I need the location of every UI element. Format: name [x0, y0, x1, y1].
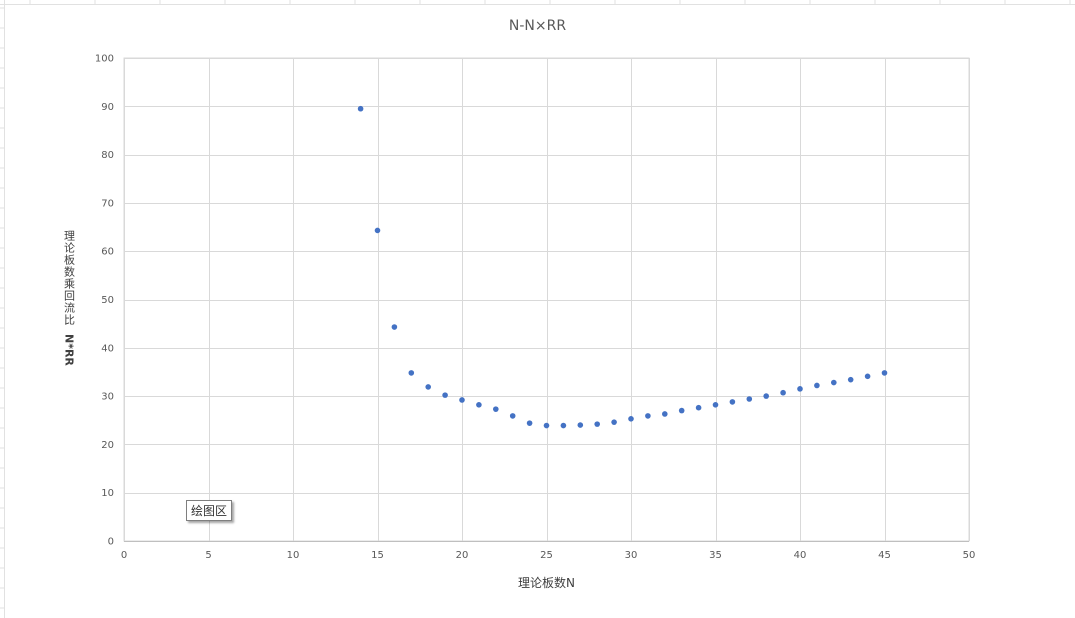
plot-area-tooltip: 绘图区	[186, 500, 233, 521]
x-tick-label: 25	[540, 550, 553, 561]
data-point	[746, 396, 753, 402]
x-tick-label: 20	[456, 550, 469, 561]
x-tick-label: 35	[709, 550, 722, 561]
x-tick-label: 5	[205, 550, 211, 561]
data-point	[560, 422, 567, 429]
x-tick-label: 40	[794, 550, 807, 561]
data-point	[678, 407, 685, 414]
y-tick-label: 100	[95, 54, 114, 65]
x-tick-label: 10	[287, 550, 300, 561]
data-point	[729, 399, 736, 405]
x-tick-label: 50	[963, 550, 976, 561]
data-point	[628, 416, 634, 422]
data-point	[662, 411, 668, 417]
x-tick-label: 15	[371, 550, 384, 561]
y-axis-title: 理论板数乘回流比 N*RR	[55, 230, 83, 370]
data-point	[459, 397, 465, 403]
data-point	[442, 392, 448, 398]
data-point	[509, 413, 516, 419]
data-point	[611, 419, 617, 425]
data-point	[847, 376, 854, 383]
data-point	[543, 422, 550, 429]
y-tick-label: 0	[108, 537, 114, 548]
y-tick-label: 70	[101, 198, 114, 209]
y-tick-label: 60	[101, 247, 114, 258]
y-tick-label: 10	[101, 488, 114, 499]
y-tick-label: 30	[101, 392, 114, 403]
data-point	[780, 389, 786, 396]
data-point	[712, 401, 719, 408]
data-point	[577, 422, 584, 428]
y-tick-label: 20	[101, 440, 114, 451]
data-point	[476, 401, 482, 408]
x-tick-label: 45	[878, 550, 891, 561]
data-point	[526, 420, 533, 426]
data-point	[797, 386, 803, 392]
data-point	[493, 406, 499, 412]
data-point	[374, 227, 381, 234]
data-point	[695, 404, 702, 411]
data-point	[763, 393, 769, 399]
data-point	[425, 384, 432, 390]
data-point	[831, 379, 837, 386]
x-axis-title: 理论板数N	[518, 576, 575, 590]
y-tick-label: 50	[101, 295, 114, 306]
plot-area	[123, 57, 970, 542]
y-tick-label: 90	[101, 102, 114, 113]
x-tick-label: 30	[625, 550, 638, 561]
chart-title: N-N×RR	[508, 18, 567, 34]
data-point	[645, 413, 651, 419]
data-point	[408, 370, 415, 376]
y-axis-title-cjk: 理论板数乘回流比	[62, 230, 76, 326]
x-tick-label: 0	[121, 550, 127, 561]
data-point	[357, 105, 364, 112]
data-point	[881, 370, 888, 376]
data-point	[594, 421, 600, 427]
data-point	[814, 382, 820, 389]
y-axis-title-latin: N*RR	[62, 334, 76, 366]
data-point	[864, 373, 871, 380]
data-point	[391, 324, 398, 330]
y-tick-label: 80	[101, 150, 114, 161]
y-tick-label: 40	[101, 343, 114, 354]
